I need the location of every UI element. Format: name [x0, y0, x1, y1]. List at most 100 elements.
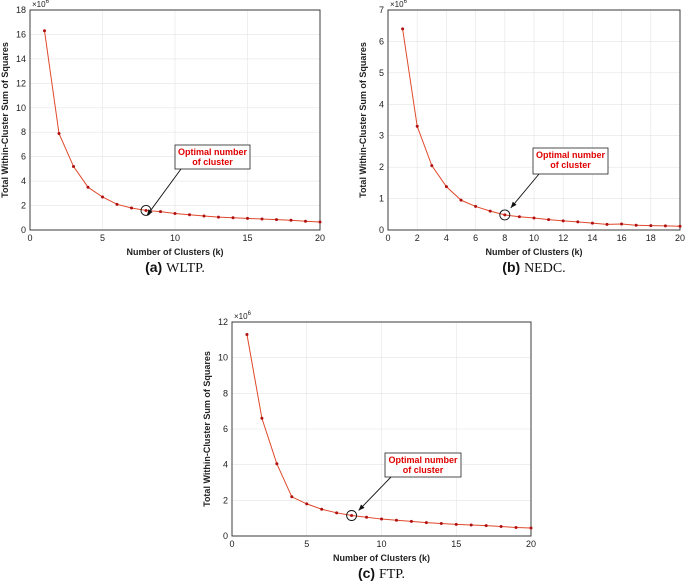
optimal-k-marker [346, 510, 358, 521]
y-tick-label: 4 [223, 460, 228, 470]
data-point [514, 525, 518, 529]
annotation-box [384, 452, 462, 478]
annotation-box [174, 144, 251, 170]
annotation-line-1: Optimal number [536, 150, 606, 160]
series-line [402, 28, 681, 227]
data-point [430, 164, 434, 168]
plot-border [29, 9, 321, 231]
x-axis-title: Number of Clusters (k) [126, 247, 223, 257]
y-tick-label: 18 [16, 5, 26, 15]
x-tick-label: 0 [27, 233, 32, 243]
y-tick-label: 0 [223, 531, 228, 541]
data-point [394, 518, 398, 522]
panel-caption-text: WLTP. [166, 261, 205, 276]
data-point [380, 517, 383, 521]
y-tick-label: 0 [21, 225, 26, 235]
data-point [365, 515, 369, 519]
annotation-arrow [146, 168, 182, 216]
x-tick-label: 15 [242, 233, 252, 243]
data-point [115, 202, 119, 206]
y-tick-label: 2 [223, 495, 228, 505]
x-tick-label: 18 [646, 233, 656, 243]
x-tick-label: 20 [315, 233, 325, 243]
data-point [246, 216, 249, 220]
annotation-line-2: of cluster [192, 157, 233, 167]
data-point [459, 198, 463, 202]
series-line [44, 30, 321, 223]
y-tick-label: 10 [16, 103, 26, 113]
y-tick-label: 0 [379, 225, 384, 235]
annotation-arrowhead [358, 504, 365, 511]
x-tick-label: 10 [170, 233, 180, 243]
data-point [503, 213, 507, 217]
x-tick-label: 16 [617, 233, 627, 243]
y-tick-label: 6 [21, 152, 26, 162]
data-point [663, 224, 667, 228]
x-axis-title: Number of Clusters (k) [485, 247, 582, 257]
data-point [289, 218, 293, 222]
data-point [350, 513, 354, 517]
data-point [409, 519, 413, 523]
annotation-arrowhead [147, 209, 153, 216]
x-tick-label: 15 [451, 539, 461, 549]
x-tick-label: 0 [385, 233, 390, 243]
y-tick-label: 12 [218, 317, 228, 327]
data-point [217, 215, 220, 219]
data-point [318, 220, 322, 224]
data-point [474, 204, 478, 208]
data-point [275, 218, 278, 222]
y-tick-label: 2 [21, 201, 26, 211]
y-multiplier: ×106 [32, 0, 50, 9]
panel-caption-text: FTP. [379, 567, 405, 582]
y-tick-label: 16 [16, 29, 26, 39]
x-tick-label: 5 [304, 539, 309, 549]
y-multiplier-base: ×10 [234, 312, 248, 321]
annotation-arrow [358, 476, 392, 511]
data-point [454, 522, 458, 526]
panel-caption: (c) FTP. [358, 565, 405, 582]
data-point [290, 495, 294, 499]
series-line [246, 334, 532, 529]
x-tick-label: 10 [376, 539, 386, 549]
data-point [57, 131, 61, 135]
plot-border [231, 321, 532, 537]
data-point [678, 224, 682, 228]
data-point [649, 224, 653, 228]
y-multiplier: ×106 [234, 311, 252, 321]
x-tick-label: 20 [675, 233, 685, 243]
data-point [130, 206, 133, 210]
data-point [561, 219, 565, 223]
data-point [188, 213, 191, 217]
x-tick-label: 0 [229, 539, 234, 549]
x-tick-label: 5 [100, 233, 105, 243]
x-tick-label: 4 [444, 233, 449, 243]
data-point [245, 332, 249, 336]
data-point [620, 222, 624, 226]
data-point [305, 502, 309, 506]
y-tick-label: 8 [223, 388, 228, 398]
data-point [231, 216, 235, 220]
annotation-arrow [510, 173, 540, 209]
data-point [72, 164, 75, 168]
data-point [304, 219, 307, 223]
data-point [415, 124, 419, 128]
y-axis-title: Total Within-Cluster Sum of Squares [358, 42, 368, 198]
y-tick-label: 1 [379, 194, 384, 204]
data-point [469, 523, 473, 527]
y-tick-label: 10 [218, 353, 228, 363]
data-point [320, 507, 324, 511]
data-point [590, 221, 594, 225]
y-tick-label: 7 [379, 5, 384, 15]
x-tick-label: 14 [587, 233, 597, 243]
data-point [101, 195, 104, 199]
data-point [260, 217, 264, 221]
data-point [547, 218, 551, 222]
data-point [499, 525, 503, 529]
data-point [517, 215, 521, 219]
y-tick-label: 4 [21, 176, 26, 186]
data-point [260, 416, 264, 420]
x-tick-label: 10 [529, 233, 539, 243]
data-point [43, 29, 46, 33]
